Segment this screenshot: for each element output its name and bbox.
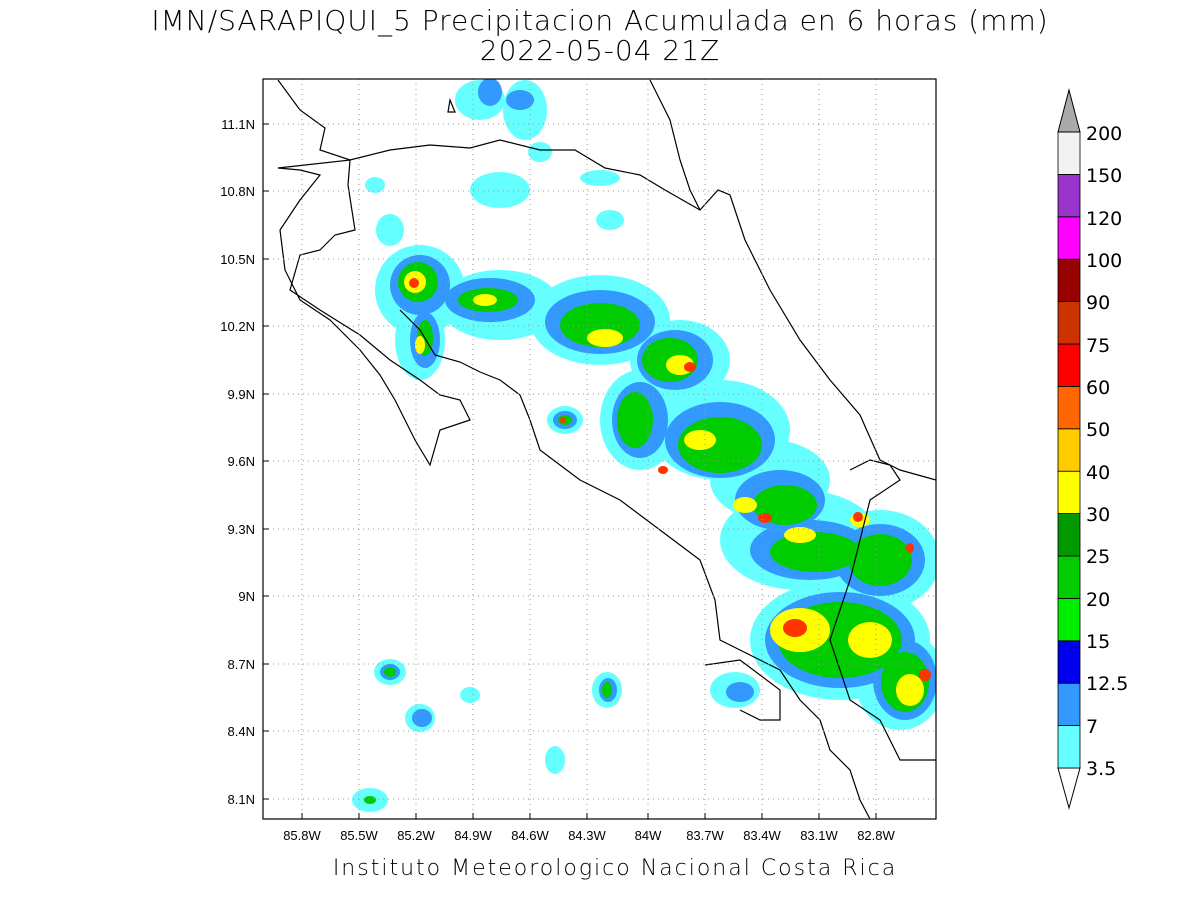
colorbar-label: 100 (1086, 250, 1122, 272)
colorbar-label: 120 (1086, 208, 1122, 230)
y-tick-label: 8.1N (228, 792, 255, 807)
colorbar-legend: 200 150 120 100 90 75 60 50 40 30 25 20 … (1057, 88, 1128, 810)
colorbar-label: 200 (1086, 123, 1122, 145)
x-tick-label: 83.1W (800, 828, 838, 843)
plot-frame (262, 78, 937, 820)
colorbar-segment (1057, 258, 1081, 303)
rain-layer-red (409, 278, 931, 681)
colorbar-segment (1057, 385, 1081, 430)
y-axis-labels: 11.1N 10.8N 10.5N 10.2N 9.9N 9.6N 9.3N 9… (220, 117, 255, 807)
y-tick-label: 9.9N (228, 387, 255, 402)
colorbar-segment (1057, 555, 1081, 599)
grid-lines (263, 79, 936, 819)
colorbar-label: 30 (1086, 504, 1110, 526)
colorbar-segment (1057, 682, 1081, 727)
colorbar-segment (1057, 216, 1081, 260)
colorbar-label: 25 (1086, 546, 1110, 568)
precipitation-field (352, 79, 936, 812)
colorbar-segment (1057, 343, 1081, 387)
colorbar-label: 20 (1086, 589, 1110, 611)
x-tick-label: 83.7W (686, 828, 724, 843)
colorbar-label: 40 (1086, 462, 1110, 484)
x-tick-label: 85.8W (283, 828, 321, 843)
colorbar-segment (1057, 428, 1081, 472)
colorbar-label: 60 (1086, 377, 1110, 399)
y-tick-label: 8.7N (228, 657, 255, 672)
colorbar-segment (1057, 640, 1081, 684)
y-tick-label: 10.5N (220, 252, 255, 267)
colorbar-segment (1057, 598, 1081, 642)
colorbar-segment (1057, 173, 1081, 218)
axis-ticks (263, 123, 877, 819)
colorbar-labels: 200 150 120 100 90 75 60 50 40 30 25 20 … (1086, 123, 1128, 780)
colorbar-segment (1057, 301, 1081, 345)
y-tick-label: 10.2N (220, 319, 255, 334)
colorbar-label: 12.5 (1086, 673, 1128, 695)
x-tick-label: 84W (635, 828, 662, 843)
colorbar-segment (1057, 131, 1081, 175)
x-tick-label: 84.6W (511, 828, 549, 843)
y-tick-label: 9N (238, 589, 255, 604)
map-title: IMN/SARAPIQUI_5 Precipitacion Acumulada … (151, 4, 1049, 37)
y-tick-label: 9.3N (228, 522, 255, 537)
colorbar-segment (1057, 725, 1081, 769)
x-tick-label: 84.9W (454, 828, 492, 843)
colorbar-label: 15 (1086, 631, 1110, 653)
colorbar-label: 7 (1086, 716, 1098, 738)
x-tick-label: 83.4W (743, 828, 781, 843)
colorbar-label: 3.5 (1086, 758, 1116, 780)
coastlines (277, 79, 936, 819)
y-tick-label: 9.6N (228, 454, 255, 469)
colorbar-segments (1057, 88, 1081, 810)
colorbar-label: 50 (1086, 419, 1110, 441)
x-tick-label: 84.3W (568, 828, 606, 843)
colorbar-label: 90 (1086, 292, 1110, 314)
colorbar-label: 75 (1086, 335, 1110, 357)
colorbar-segment (1057, 470, 1081, 515)
plot-area (263, 79, 936, 819)
y-tick-label: 10.8N (220, 184, 255, 199)
x-tick-label: 85.2W (397, 828, 435, 843)
rain-layer-yellow (404, 271, 924, 706)
y-tick-label: 8.4N (228, 724, 255, 739)
x-tick-label: 82.8W (857, 828, 895, 843)
y-tick-label: 11.1N (221, 117, 255, 132)
x-tick-label: 85.5W (340, 828, 378, 843)
colorbar-low-triangle (1057, 767, 1081, 810)
x-axis-labels: 85.8W 85.5W 85.2W 84.9W 84.6W 84.3W 84W … (283, 828, 895, 843)
credit-footer: Instituto Meteorologico Nacional Costa R… (332, 856, 898, 881)
map-subtitle-date: 2022-05-04 21Z (479, 34, 721, 67)
colorbar-segment (1057, 513, 1081, 557)
colorbar-label: 150 (1086, 165, 1122, 187)
colorbar-high-triangle (1057, 88, 1081, 133)
